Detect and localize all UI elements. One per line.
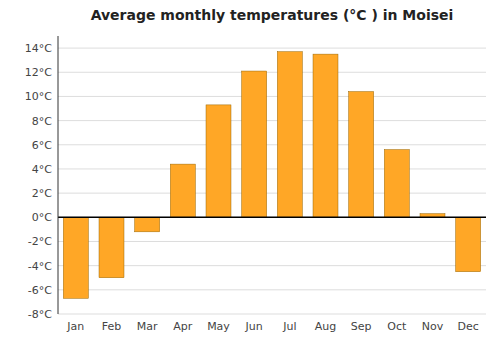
y-tick-label: 8°C bbox=[32, 115, 52, 128]
x-tick-label: May bbox=[207, 320, 230, 333]
bar bbox=[206, 105, 231, 217]
y-tick-label: 2°C bbox=[32, 187, 52, 200]
bar bbox=[63, 217, 88, 298]
bar bbox=[135, 217, 160, 232]
y-tick-label: 12°C bbox=[25, 66, 52, 79]
y-tick-label: -8°C bbox=[28, 308, 52, 321]
grid-line bbox=[58, 96, 486, 97]
bar bbox=[242, 71, 267, 217]
bar bbox=[313, 54, 338, 217]
title: Average monthly temperatures (°C ) in Mo… bbox=[91, 7, 454, 23]
y-tick-label: 6°C bbox=[32, 139, 52, 152]
x-tick-label: Jun bbox=[245, 320, 263, 333]
y-tick-label: -2°C bbox=[28, 235, 52, 248]
y-tick-label: 10°C bbox=[25, 90, 52, 103]
bar bbox=[384, 150, 409, 218]
y-tick-label: 4°C bbox=[32, 163, 52, 176]
grid-line bbox=[58, 289, 486, 290]
x-tick-label: Apr bbox=[173, 320, 193, 333]
background bbox=[0, 0, 500, 350]
bar bbox=[99, 217, 124, 277]
x-tick-label: Feb bbox=[102, 320, 121, 333]
y-grid bbox=[58, 48, 486, 314]
grid-line bbox=[58, 72, 486, 73]
x-tick-label: Dec bbox=[458, 320, 479, 333]
zero-line bbox=[58, 217, 486, 219]
y-axis-line bbox=[58, 36, 59, 314]
bar bbox=[277, 52, 302, 218]
grid-line bbox=[58, 314, 486, 315]
x-tick-label: Oct bbox=[387, 320, 407, 333]
bars bbox=[63, 52, 480, 299]
grid-line bbox=[58, 120, 486, 121]
x-tick-label: Jan bbox=[66, 320, 84, 333]
grid-line bbox=[58, 48, 486, 49]
chart: Average monthly temperatures (°C ) in Mo… bbox=[0, 0, 500, 350]
y-tick-label: 0°C bbox=[32, 211, 52, 224]
grid-line bbox=[58, 217, 486, 218]
bar bbox=[170, 164, 195, 217]
bar bbox=[456, 217, 481, 271]
x-tick-label: Aug bbox=[315, 320, 336, 333]
y-tick-label: -4°C bbox=[28, 260, 52, 273]
y-tick-label: -6°C bbox=[28, 284, 52, 297]
grid-line bbox=[58, 144, 486, 145]
grid-line bbox=[58, 168, 486, 169]
x-tick-label: Jul bbox=[282, 320, 296, 333]
y-tick-label: 14°C bbox=[25, 42, 52, 55]
x-tick-label: Mar bbox=[137, 320, 158, 333]
grid-line bbox=[58, 193, 486, 194]
bar bbox=[349, 92, 374, 218]
x-tick-label: Nov bbox=[422, 320, 444, 333]
x-tick-label: Sep bbox=[351, 320, 372, 333]
